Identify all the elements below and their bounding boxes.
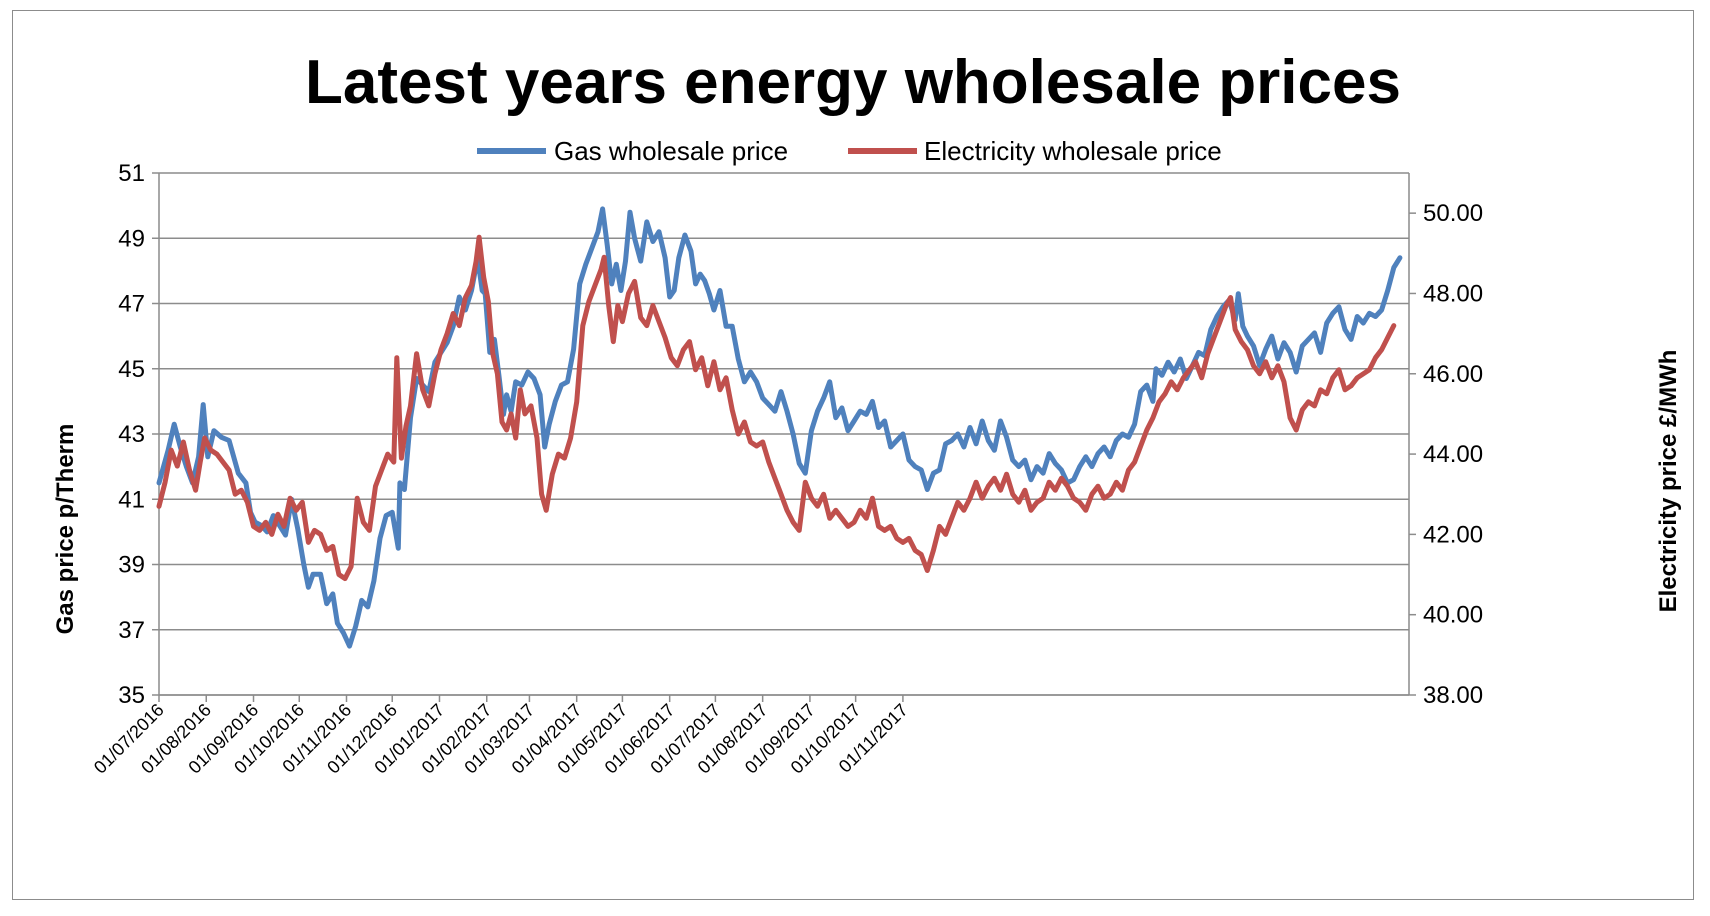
gridlines <box>158 172 1410 696</box>
legend-electricity-label: Electricity wholesale price <box>924 136 1222 166</box>
chart-svg: Latest years energy wholesale prices Gas… <box>52 48 1682 778</box>
left-axis-label: Gas price p/Therm <box>52 424 79 635</box>
left-tick-label: 39 <box>118 552 145 579</box>
electricity-price-line <box>156 234 1397 582</box>
right-axis-ticks: 38.00 40.00 42.00 44.00 46.00 48.00 50.00 <box>1409 200 1483 709</box>
legend-gas-label: Gas wholesale price <box>554 136 788 166</box>
left-tick-label: 47 <box>118 291 145 318</box>
left-tick-label: 41 <box>118 486 145 513</box>
chart-frame: Latest years energy wholesale prices Gas… <box>12 10 1694 900</box>
left-tick-label: 37 <box>118 617 145 644</box>
series-lines <box>156 206 1403 649</box>
right-tick-label: 42.00 <box>1423 521 1483 548</box>
x-axis-ticks: 01/07/201601/08/201601/09/201601/10/2016… <box>90 695 912 778</box>
left-tick-label: 51 <box>118 160 145 187</box>
right-tick-label: 46.00 <box>1423 361 1483 388</box>
left-tick-label: 43 <box>118 421 145 448</box>
chart-title: Latest years energy wholesale prices <box>305 48 1401 117</box>
left-tick-label: 49 <box>118 225 145 252</box>
left-tick-label: 35 <box>118 682 145 709</box>
left-axis-ticks: 35 37 39 41 43 45 47 49 51 <box>118 160 159 709</box>
right-tick-label: 48.00 <box>1423 280 1483 307</box>
legend: Gas wholesale price Electricity wholesal… <box>477 136 1222 166</box>
right-tick-label: 44.00 <box>1423 441 1483 468</box>
right-tick-label: 50.00 <box>1423 200 1483 227</box>
right-tick-label: 38.00 <box>1423 682 1483 709</box>
right-tick-label: 40.00 <box>1423 602 1483 629</box>
left-tick-label: 45 <box>118 356 145 383</box>
right-axis-label: Electricity price £/MWh <box>1655 350 1682 613</box>
